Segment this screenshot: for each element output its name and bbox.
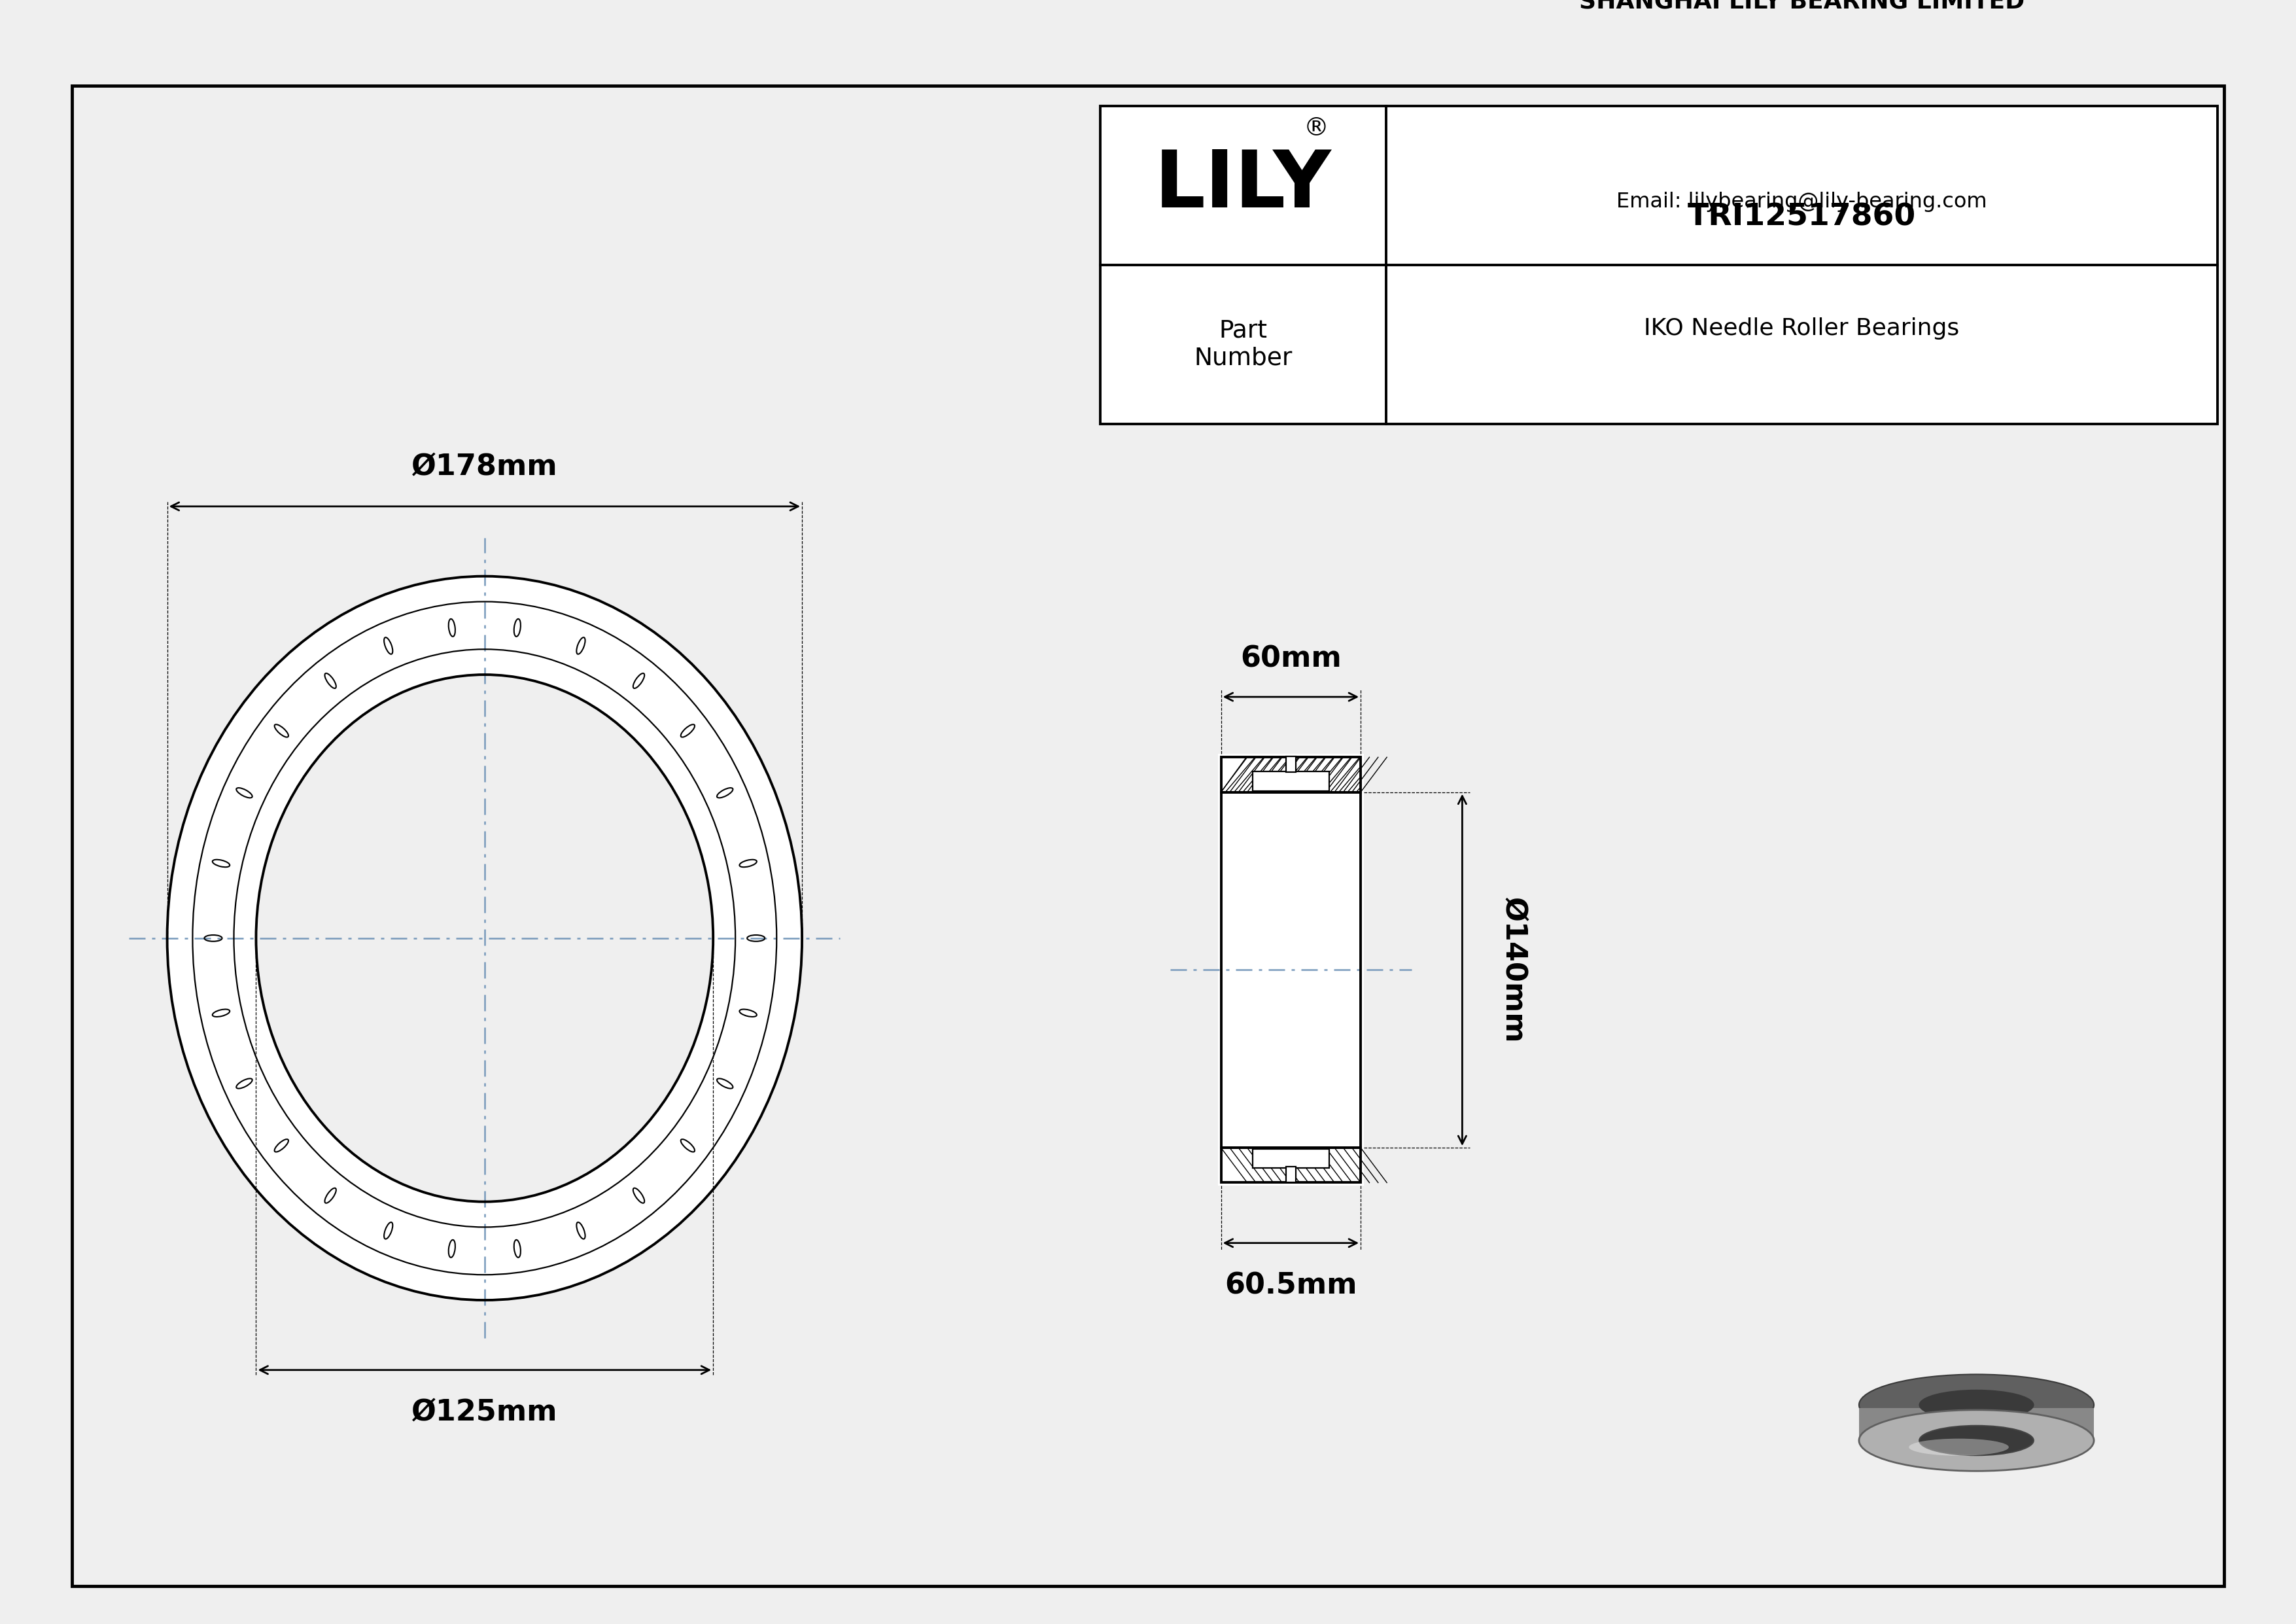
Bar [1217, 754, 1364, 1186]
Text: Ø125mm: Ø125mm [411, 1398, 558, 1427]
Bar [1221, 1148, 1362, 1182]
Text: ®: ® [1304, 117, 1329, 141]
Bar [1221, 1148, 1362, 1182]
Text: Ø140mm: Ø140mm [1499, 896, 1527, 1043]
Ellipse shape [168, 577, 801, 1301]
Ellipse shape [1860, 1410, 2094, 1471]
Text: SHANGHAI LILY BEARING LIMITED: SHANGHAI LILY BEARING LIMITED [1580, 0, 2025, 13]
Ellipse shape [1919, 1390, 2034, 1419]
Text: Part
Number: Part Number [1194, 318, 1293, 370]
Bar [1286, 757, 1295, 773]
Bar [1221, 757, 1362, 793]
Text: 60mm: 60mm [1240, 645, 1341, 672]
Ellipse shape [1908, 1439, 2009, 1455]
Ellipse shape [1919, 1426, 2034, 1455]
Bar [1286, 1168, 1295, 1182]
Text: 60.5mm: 60.5mm [1224, 1272, 1357, 1299]
Polygon shape [1860, 1408, 2094, 1440]
Text: LILY: LILY [1155, 148, 1332, 224]
Text: IKO Needle Roller Bearings: IKO Needle Roller Bearings [1644, 317, 1958, 339]
Text: Ø178mm: Ø178mm [411, 453, 558, 481]
Ellipse shape [1860, 1374, 2094, 1436]
Ellipse shape [257, 674, 714, 1202]
Bar [1221, 757, 1362, 793]
Text: TRI12517860: TRI12517860 [1688, 203, 1917, 232]
Text: Email: lilybearing@lily-bearing.com: Email: lilybearing@lily-bearing.com [1616, 192, 1988, 211]
Bar [1100, 106, 2218, 424]
Bar [1251, 771, 1329, 791]
Bar [1251, 1150, 1329, 1168]
